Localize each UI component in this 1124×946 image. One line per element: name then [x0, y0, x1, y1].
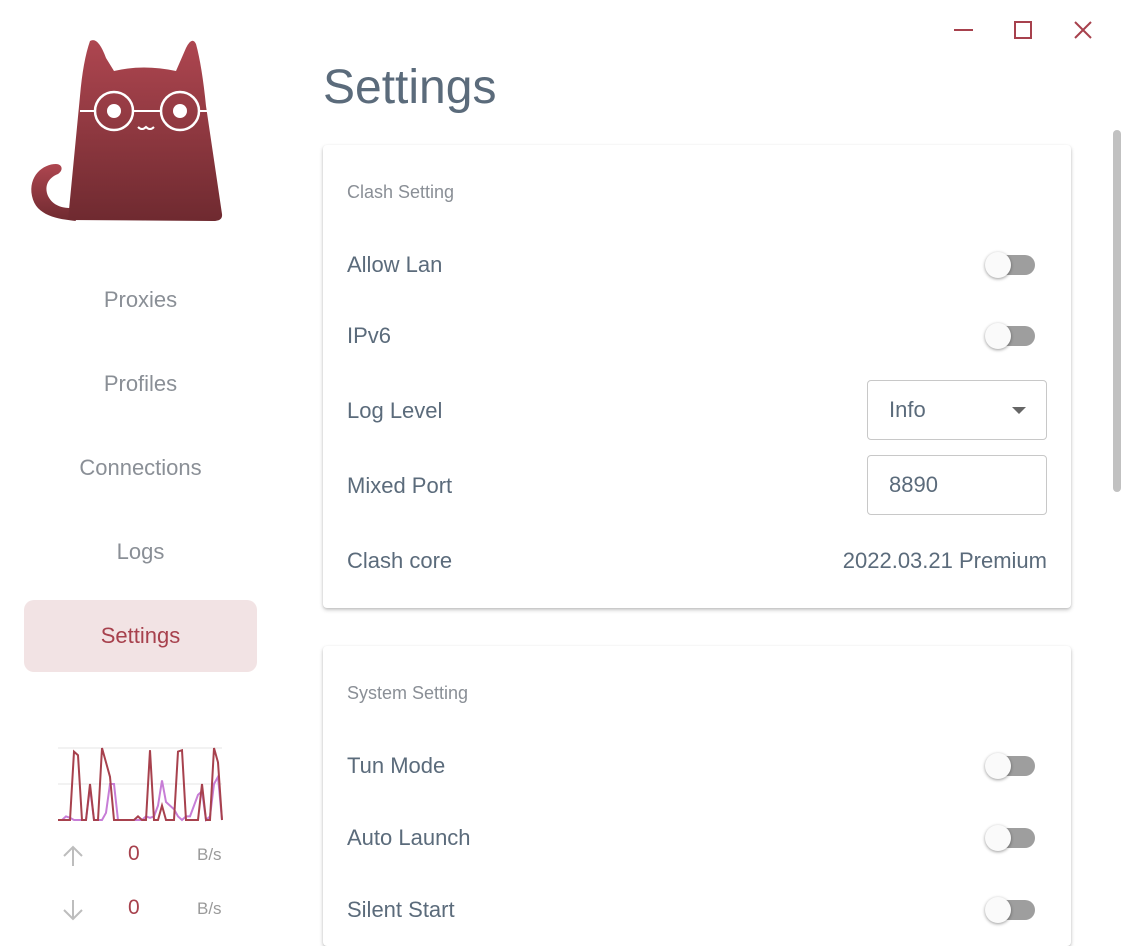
upload-speed: 0: [128, 842, 140, 865]
mixed-port-label: Mixed Port: [347, 473, 453, 498]
upload-line: [58, 747, 223, 821]
log-level-label: Log Level: [347, 398, 443, 423]
log-level-select[interactable]: Info: [867, 380, 1047, 440]
silent-start-label: Silent Start: [347, 897, 455, 922]
card-title: Clash Setting: [347, 182, 455, 202]
allow-lan-label: Allow Lan: [347, 252, 443, 277]
download-unit: B/s: [197, 899, 222, 918]
auto-launch-toggle[interactable]: [985, 825, 1041, 851]
close-button[interactable]: [1071, 18, 1095, 42]
allow-lan-toggle[interactable]: [985, 252, 1041, 278]
arrow-down-icon: [63, 900, 83, 921]
upload-unit: B/s: [197, 845, 222, 864]
arrow-up-icon: [63, 845, 83, 866]
card-title: System Setting: [347, 683, 469, 703]
scrollbar[interactable]: [1113, 130, 1121, 492]
download-row: 0 B/s: [58, 896, 228, 926]
sidebar: Proxies Profiles Connections Logs Settin…: [0, 0, 282, 937]
nav-profiles[interactable]: Profiles: [103, 371, 178, 396]
mixed-port-input[interactable]: 8890: [867, 455, 1047, 515]
log-level-value: Info: [889, 397, 926, 422]
mixed-port-value: 8890: [889, 472, 938, 497]
auto-launch-label: Auto Launch: [347, 825, 471, 850]
nav-settings[interactable]: Settings: [24, 600, 257, 672]
page-title: Settings: [323, 61, 497, 114]
clash-core-version: 2022.03.21 Premium: [842, 548, 1047, 573]
clash-setting-card: Clash Setting Allow Lan IPv6 Log Level I…: [323, 145, 1071, 608]
silent-start-toggle[interactable]: [985, 897, 1041, 923]
tun-mode-toggle[interactable]: [985, 753, 1041, 779]
cat-logo: [31, 40, 223, 222]
minimize-button[interactable]: [952, 18, 976, 42]
ipv6-toggle[interactable]: [985, 323, 1041, 349]
nav-connections[interactable]: Connections: [79, 455, 202, 480]
ipv6-label: IPv6: [347, 323, 392, 348]
traffic-graph: [58, 747, 223, 823]
upload-row: 0 B/s: [58, 842, 228, 872]
clash-core-label: Clash core: [347, 548, 453, 573]
tun-mode-label: Tun Mode: [347, 753, 446, 778]
nav-proxies[interactable]: Proxies: [103, 287, 178, 312]
system-setting-card: System Setting Tun Mode Auto Launch Sile…: [323, 646, 1071, 946]
caret-down-icon: [1012, 407, 1026, 414]
download-speed: 0: [128, 896, 140, 919]
nav-logs[interactable]: Logs: [116, 539, 165, 564]
maximize-button[interactable]: [1011, 18, 1035, 42]
